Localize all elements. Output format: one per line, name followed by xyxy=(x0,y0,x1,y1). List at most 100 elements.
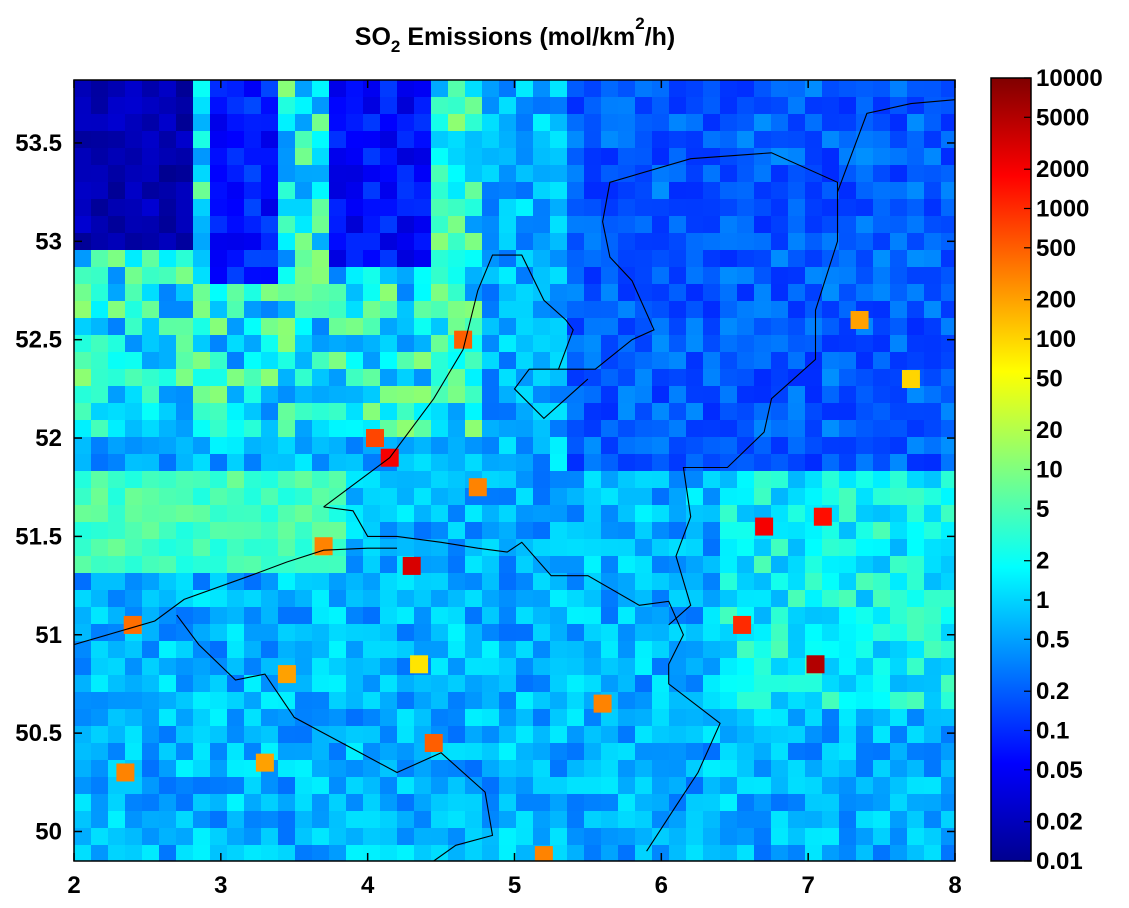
heatmap-cell xyxy=(193,97,211,115)
heatmap-cell xyxy=(414,811,432,829)
heatmap-cell xyxy=(856,420,874,438)
heatmap-cell xyxy=(754,335,772,353)
heatmap-cell xyxy=(346,199,364,217)
heatmap-cell xyxy=(312,828,330,846)
colorbar-tick-label: 200 xyxy=(1036,287,1076,314)
heatmap-cell xyxy=(754,794,772,812)
heatmap-cell xyxy=(397,488,415,506)
heatmap-cell xyxy=(601,318,619,336)
heatmap-cell xyxy=(346,556,364,574)
heatmap-cell xyxy=(329,148,347,166)
heatmap-cells xyxy=(74,80,955,861)
heatmap-cell xyxy=(873,335,891,353)
heatmap-cell xyxy=(907,539,925,557)
heatmap-cell xyxy=(771,386,789,404)
heatmap-cell xyxy=(856,80,874,98)
heatmap-cell xyxy=(193,760,211,778)
heatmap-cell xyxy=(618,454,636,472)
heatmap-cell xyxy=(465,624,483,642)
heatmap-cell xyxy=(91,488,109,506)
heatmap-cell xyxy=(516,709,534,727)
hotspot-cell xyxy=(255,753,274,772)
heatmap-cell xyxy=(227,114,245,132)
heatmap-cell xyxy=(550,352,568,370)
heatmap-cell xyxy=(907,726,925,744)
heatmap-cell xyxy=(465,794,483,812)
heatmap-cell xyxy=(771,437,789,455)
heatmap-cell xyxy=(74,114,92,132)
heatmap-cell xyxy=(295,97,313,115)
heatmap-cell xyxy=(584,743,602,761)
heatmap-cell xyxy=(635,760,653,778)
heatmap-cell xyxy=(465,165,483,183)
heatmap-cell xyxy=(227,386,245,404)
heatmap-cell xyxy=(890,743,908,761)
heatmap-cell xyxy=(635,845,653,861)
heatmap-cell xyxy=(482,556,500,574)
heatmap-cell xyxy=(720,284,738,302)
heatmap-cell xyxy=(516,420,534,438)
heatmap-cell xyxy=(720,590,738,608)
heatmap-cell xyxy=(533,199,551,217)
heatmap-cell xyxy=(312,369,330,387)
heatmap-cell xyxy=(465,454,483,472)
heatmap-cell xyxy=(703,454,721,472)
heatmap-cell xyxy=(584,505,602,523)
heatmap-cell xyxy=(737,556,755,574)
heatmap-cell xyxy=(227,743,245,761)
heatmap-cell xyxy=(465,97,483,115)
heatmap-cell xyxy=(686,777,704,795)
heatmap-cell xyxy=(907,165,925,183)
heatmap-cell xyxy=(584,80,602,98)
heatmap-cell xyxy=(584,726,602,744)
heatmap-cell xyxy=(193,794,211,812)
heatmap-cell xyxy=(329,658,347,676)
heatmap-cell xyxy=(431,845,449,861)
heatmap-cell xyxy=(465,828,483,846)
heatmap-cell xyxy=(618,301,636,319)
heatmap-cell xyxy=(125,709,143,727)
heatmap-cell xyxy=(295,556,313,574)
heatmap-cell xyxy=(448,267,466,285)
heatmap-cell xyxy=(380,403,398,421)
heatmap-cell xyxy=(346,114,364,132)
heatmap-cell xyxy=(482,216,500,234)
heatmap-cell xyxy=(244,233,262,251)
heatmap-cell xyxy=(397,454,415,472)
heatmap-cell xyxy=(108,794,126,812)
heatmap-cell xyxy=(550,692,568,710)
heatmap-cell xyxy=(601,709,619,727)
heatmap-cell xyxy=(873,301,891,319)
heatmap-cell xyxy=(856,352,874,370)
heatmap-cell xyxy=(312,284,330,302)
heatmap-cell xyxy=(567,488,585,506)
heatmap-cell xyxy=(516,148,534,166)
heatmap-cell xyxy=(941,573,955,591)
heatmap-cell xyxy=(822,182,840,200)
heatmap-cell xyxy=(108,369,126,387)
heatmap-cell xyxy=(210,760,228,778)
heatmap-cell xyxy=(873,352,891,370)
heatmap-cell xyxy=(737,471,755,489)
heatmap-cell xyxy=(924,811,942,829)
heatmap-cell xyxy=(567,845,585,861)
heatmap-cell xyxy=(652,556,670,574)
heatmap-cell xyxy=(703,488,721,506)
heatmap-cell xyxy=(550,250,568,268)
heatmap-cell xyxy=(754,131,772,149)
heatmap-cell xyxy=(482,709,500,727)
heatmap-cell xyxy=(74,437,92,455)
heatmap-cell xyxy=(805,148,823,166)
heatmap-cell xyxy=(720,301,738,319)
heatmap-cell xyxy=(380,811,398,829)
heatmap-cell xyxy=(125,352,143,370)
heatmap-cell xyxy=(448,97,466,115)
heatmap-cell xyxy=(329,624,347,642)
heatmap-cell xyxy=(108,403,126,421)
heatmap-cell xyxy=(244,165,262,183)
heatmap-cell xyxy=(703,131,721,149)
heatmap-cell xyxy=(363,794,381,812)
heatmap-cell xyxy=(431,573,449,591)
heatmap-cell xyxy=(890,658,908,676)
heatmap-cell xyxy=(703,777,721,795)
